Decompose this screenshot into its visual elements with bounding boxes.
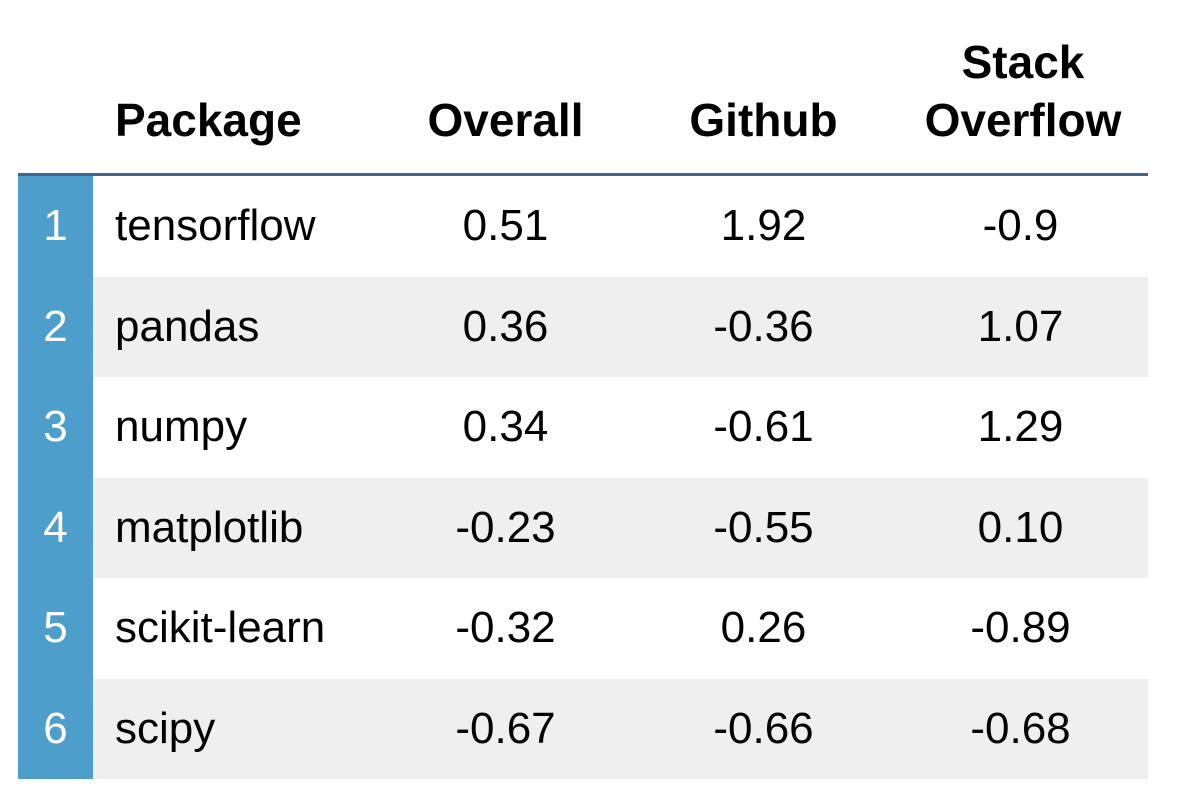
cell-stack-overflow: -0.89: [970, 603, 1071, 653]
cell-stack-overflow: 1.07: [977, 301, 1064, 351]
cell-overall: 0.36: [462, 301, 549, 351]
cell-overall: -0.23: [455, 502, 556, 552]
header-package: Package: [115, 94, 302, 146]
cell-package: matplotlib: [115, 502, 304, 552]
table-row: 5 scikit-learn -0.32 0.26 -0.89: [18, 578, 1148, 679]
cell-package: tensorflow: [115, 201, 316, 251]
cell-github: -0.36: [713, 301, 814, 351]
cell-stack-overflow: 1.29: [977, 402, 1064, 452]
row-index: 5: [18, 578, 93, 679]
row-index: 6: [18, 678, 93, 779]
header-stack-line-2: Overflow: [924, 94, 1122, 146]
cell-overall: 0.51: [462, 201, 549, 251]
cell-github: -0.55: [713, 502, 814, 552]
table-row: 6 scipy -0.67 -0.66 -0.68: [18, 678, 1148, 779]
header-stack-overflow: Stack Overflow: [898, 33, 1148, 149]
row-index: 1: [18, 176, 93, 277]
header-github: Github: [689, 94, 838, 146]
cell-github: 0.26: [720, 603, 807, 653]
cell-github: -0.66: [713, 703, 814, 753]
header-overall: Overall: [427, 94, 584, 146]
table-row: 4 matplotlib -0.23 -0.55 0.10: [18, 477, 1148, 578]
cell-stack-overflow: -0.9: [982, 201, 1059, 251]
cell-stack-overflow: -0.68: [970, 703, 1071, 753]
table-row: 1 tensorflow 0.51 1.92 -0.9: [18, 176, 1148, 277]
cell-package: pandas: [115, 301, 260, 351]
cell-package: scipy: [115, 703, 216, 753]
row-index: 3: [18, 377, 93, 478]
table-row: 3 numpy 0.34 -0.61 1.29: [18, 377, 1148, 478]
cell-package: scikit-learn: [115, 603, 326, 653]
row-index: 4: [18, 477, 93, 578]
cell-overall: -0.67: [455, 703, 556, 753]
table-body: 1 tensorflow 0.51 1.92 -0.9 2 pandas 0.36 -0.36 1…: [18, 176, 1148, 779]
cell-package: numpy: [115, 402, 248, 452]
cell-github: -0.61: [713, 402, 814, 452]
table-row: 2 pandas 0.36 -0.36 1.07: [18, 276, 1148, 377]
row-index: 2: [18, 276, 93, 377]
table-header: Package Overall Github Stack Overflow: [18, 28, 1148, 176]
cell-github: 1.92: [720, 201, 807, 251]
cell-stack-overflow: 0.10: [977, 502, 1064, 552]
header-stack-line-1: Stack: [961, 36, 1085, 88]
cell-overall: -0.32: [455, 603, 556, 653]
cell-overall: 0.34: [462, 402, 549, 452]
